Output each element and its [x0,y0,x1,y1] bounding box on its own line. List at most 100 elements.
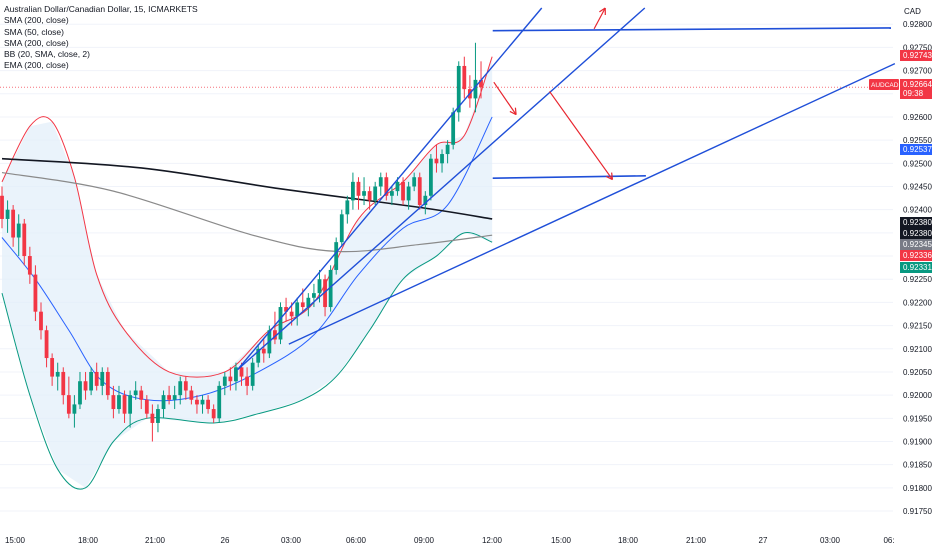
price-tick: 0.91900 [903,438,932,447]
candle-body [78,381,82,405]
candle [328,265,333,312]
price-tick: 0.92000 [903,391,932,400]
candle-body [339,214,344,243]
candle-body [11,209,16,238]
price-tick: 0.92550 [903,136,932,145]
candle [11,205,16,247]
candle-body [222,376,227,386]
price-badge-text: 0.92331 [903,263,932,272]
arrow-up[interactable] [593,7,606,30]
trend-drawings[interactable] [237,7,896,371]
candle [245,367,249,396]
candle-body [189,390,194,400]
time-tick: 06: [883,536,894,545]
price-badge-text: 0.92743 [903,51,932,60]
indicator-sma-200[interactable]: SMA (200, close) [4,15,69,26]
candle [351,172,355,210]
candle [0,186,4,229]
horizontal-ray-upper[interactable] [492,27,891,32]
price-tick: 0.92050 [903,368,932,377]
time-tick: 15:00 [5,536,26,545]
indicator-sma-50[interactable]: SMA (50, close) [4,26,64,37]
candle [83,371,88,400]
candle [39,302,43,340]
candle [345,195,350,224]
candle-body [245,376,249,386]
arrow-down-small[interactable] [493,81,517,116]
price-badge-bg [900,228,932,239]
time-axis[interactable]: 15:00 18:00 21:00 26 03:00 06:00 09:00 12:00 15:… [5,536,895,545]
price-tick: 0.92450 [903,183,932,192]
time-tick: 15:00 [551,536,572,545]
trendline-steep-2[interactable] [237,7,646,371]
candle [356,177,361,210]
indicator-bb[interactable]: BB (20, SMA, close, 2) [4,49,90,60]
candle [401,177,405,206]
candle [323,274,327,317]
indicator-sma-200-b[interactable]: SMA (200, close) [4,37,69,48]
price-badge-bg [900,144,932,155]
arrow-up-shaft [593,7,606,30]
time-tick: 03:00 [281,536,302,545]
candle [362,177,366,206]
candle [94,362,99,391]
candle-body [72,404,77,414]
candle-body [261,348,266,354]
arrow-down-large-head [611,172,614,180]
candle [100,367,105,396]
candle-body [139,390,144,400]
candle [384,172,389,201]
candle-body [206,399,210,410]
candle [250,358,255,391]
candle [33,265,38,321]
arrow-down-small-shaft [493,81,517,115]
candle [117,385,121,414]
candle [234,362,238,391]
candle-body [122,395,127,414]
candle [273,311,277,345]
horizontal-ray-lower[interactable] [492,175,646,179]
sma-200-line [1,171,493,253]
candle-body [27,256,32,275]
candle-body [250,362,255,386]
candle [128,390,133,428]
price-badge-text: 0.92345 [903,240,932,249]
arrow-down-large[interactable] [549,91,614,181]
price-badge: 0.92345 [900,239,932,250]
candle-body [390,191,394,196]
price-badge-text: 0.92380 [903,218,932,227]
candle-body [0,195,4,219]
candle-body [66,395,71,414]
candle-body [362,191,366,196]
trendline-steep-1[interactable] [237,7,543,371]
price-tick: 0.92400 [903,206,932,215]
candle-body [256,348,261,363]
candle [206,395,210,414]
candle-body [16,223,21,238]
price-tick: 0.92150 [903,322,932,331]
candle [122,390,127,423]
time-tick: 06:00 [346,536,367,545]
candle-body [200,399,205,405]
price-badge-bg [900,262,932,273]
price-tick: 0.92800 [903,20,932,29]
candle-body [161,395,166,410]
candle-body [156,409,160,423]
candle-body [100,371,105,386]
candle [200,395,205,414]
candle-body [345,200,350,215]
trendline-long[interactable] [288,63,896,345]
candle-body [295,302,300,317]
candle [217,381,222,423]
candle-body [451,112,456,145]
candle-body [239,367,244,377]
candle [428,154,433,201]
indicator-ema-200[interactable]: EMA (200, close) [4,60,69,71]
candle [211,404,216,423]
price-badge-text: 0.92336 [903,251,932,260]
bollinger-band-fill [2,56,493,488]
candle-body [117,395,121,410]
